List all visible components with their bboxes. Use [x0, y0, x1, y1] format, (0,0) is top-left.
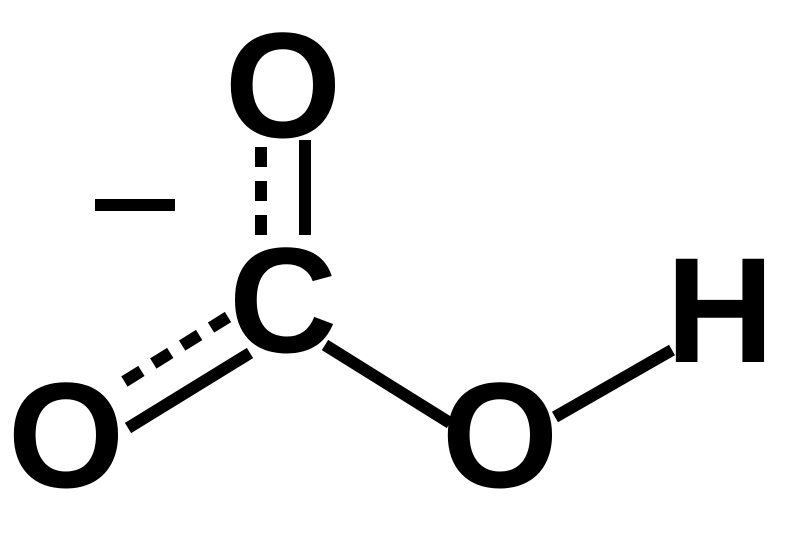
- atom-O_right: O: [442, 351, 559, 519]
- atom-O_top: O: [225, 1, 342, 169]
- bond-o-h: [555, 350, 672, 417]
- bicarbonate-structure: COOOH: [0, 0, 800, 541]
- atom-C: C: [229, 216, 337, 384]
- atom-O_left: O: [8, 351, 125, 519]
- atoms-layer: COOOH: [8, 1, 775, 519]
- atom-H: H: [666, 226, 774, 394]
- bond-c-oright: [325, 345, 450, 423]
- bonds-layer: [95, 140, 672, 428]
